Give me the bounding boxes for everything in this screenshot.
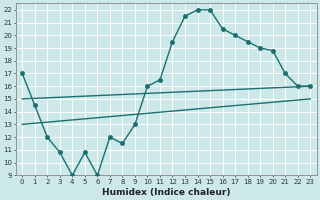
X-axis label: Humidex (Indice chaleur): Humidex (Indice chaleur): [102, 188, 230, 197]
